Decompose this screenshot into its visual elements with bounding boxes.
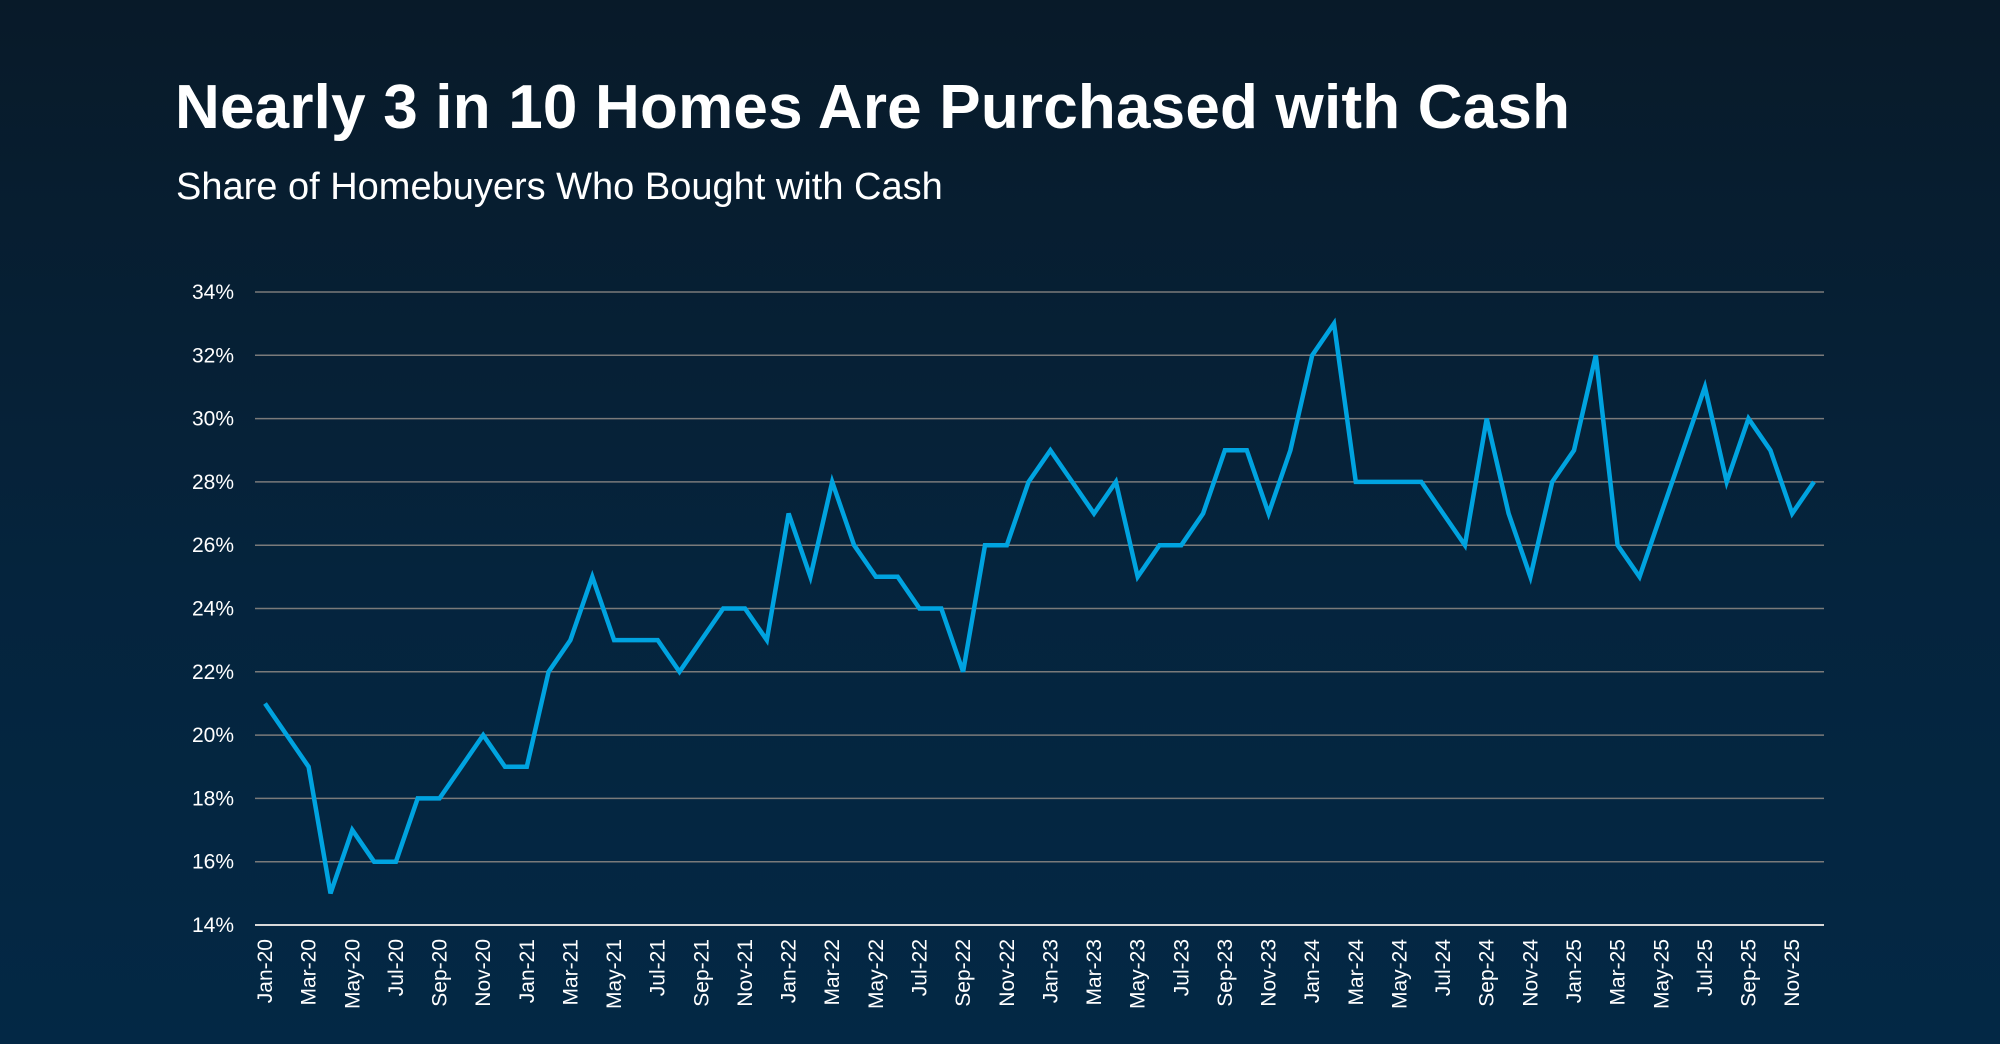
y-tick-label: 16%	[192, 851, 234, 874]
x-tick-label: Jan-24	[1301, 939, 1324, 1004]
x-tick-label: Jan-20	[254, 939, 277, 1003]
x-tick-label: Sep-21	[690, 939, 713, 1007]
x-tick-label: Mar-22	[821, 939, 844, 1006]
x-tick-label: Mar-24	[1345, 939, 1368, 1006]
chart-title: Nearly 3 in 10 Homes Are Purchased with …	[175, 73, 1571, 142]
chart-subtitle: Share of Homebuyers Who Bought with Cash	[176, 166, 943, 208]
x-tick-label: May-20	[341, 939, 364, 1009]
x-tick-label: Jul-24	[1432, 939, 1455, 997]
x-tick-label: Sep-20	[429, 939, 452, 1007]
x-tick-label: Nov-20	[472, 939, 495, 1007]
x-tick-label: Nov-21	[734, 939, 757, 1007]
x-tick-label: Mar-21	[559, 939, 582, 1006]
x-tick-label: Jan-22	[778, 939, 801, 1003]
y-tick-label: 32%	[192, 344, 234, 367]
x-tick-label: May-21	[603, 939, 626, 1009]
y-tick-label: 28%	[192, 471, 234, 494]
x-tick-label: Mar-23	[1083, 939, 1106, 1006]
x-tick-label: May-24	[1388, 939, 1411, 1009]
y-tick-label: 20%	[192, 724, 234, 747]
x-tick-label: Sep-24	[1476, 939, 1499, 1007]
x-tick-label: Jul-20	[385, 939, 408, 996]
x-tick-label: Jul-23	[1170, 939, 1193, 996]
x-tick-label: Nov-24	[1519, 939, 1542, 1007]
y-tick-label: 24%	[192, 598, 234, 621]
x-tick-label: May-23	[1127, 939, 1150, 1009]
x-tick-label: May-22	[865, 939, 888, 1009]
y-tick-label: 14%	[192, 914, 234, 937]
y-tick-label: 22%	[192, 661, 234, 684]
x-tick-label: Nov-25	[1781, 939, 1804, 1007]
x-tick-label: Sep-22	[952, 939, 975, 1007]
series-line	[263, 317, 1816, 895]
x-tick-label: Jul-25	[1694, 939, 1717, 996]
x-tick-label: May-25	[1650, 939, 1673, 1009]
x-tick-label: Jan-23	[1039, 939, 1062, 1003]
y-tick-label: 34%	[192, 281, 234, 304]
y-tick-label: 30%	[192, 408, 234, 431]
x-tick-label: Mar-20	[298, 939, 321, 1006]
x-tick-label: Jan-25	[1563, 939, 1586, 1003]
x-tick-label: Nov-23	[1258, 939, 1281, 1007]
y-tick-label: 18%	[192, 787, 234, 810]
x-tick-label: Jul-21	[647, 939, 670, 996]
x-tick-label: Jul-22	[909, 939, 932, 996]
x-tick-label: Sep-23	[1214, 939, 1237, 1007]
x-tick-label: Jan-21	[516, 939, 539, 1003]
x-tick-label: Mar-25	[1607, 939, 1630, 1006]
x-tick-label: Sep-25	[1738, 939, 1761, 1007]
y-tick-label: 26%	[192, 534, 234, 557]
x-tick-label: Nov-22	[996, 939, 1019, 1007]
